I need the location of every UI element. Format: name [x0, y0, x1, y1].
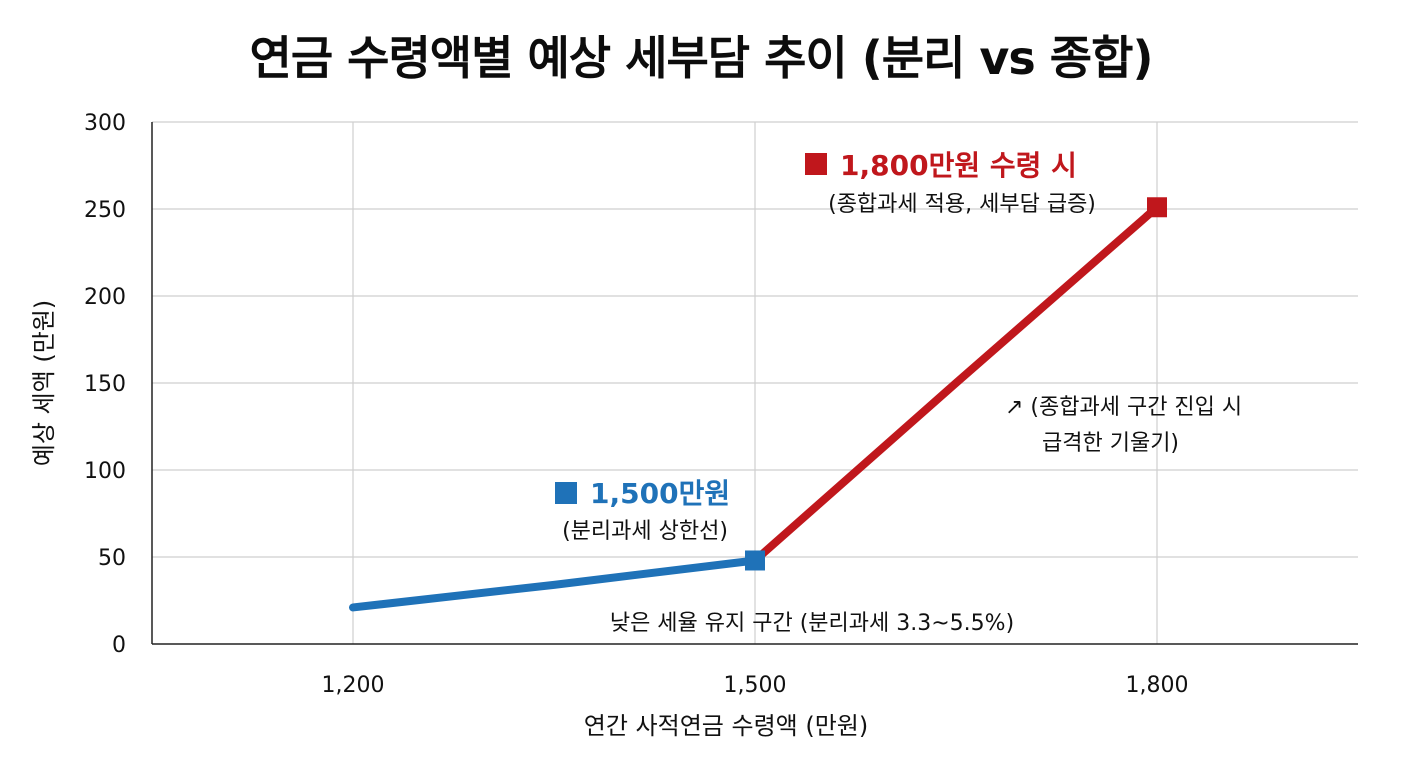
y-tick-label: 50	[98, 546, 126, 571]
annotation-1500: 1,500만원 (분리과세 상한선)	[555, 477, 730, 544]
point-markers	[745, 197, 1167, 571]
y-tick-label: 300	[84, 111, 126, 136]
annotation-1800-subtitle: (종합과세 적용, 세부담 급증)	[828, 192, 1096, 217]
x-tick-label: 1,500	[724, 673, 787, 698]
annotation-1800: 1,800만원 수령 시 (종합과세 적용, 세부담 급증)	[805, 149, 1096, 217]
y-axis-label: 예상 세액 (만원)	[30, 300, 58, 466]
y-tick-label: 250	[84, 198, 126, 223]
series-lines	[349, 203, 1161, 612]
x-tick-label: 1,800	[1126, 673, 1189, 698]
data-point-marker-0	[745, 550, 765, 571]
x-tick-label: 1,200	[322, 673, 385, 698]
data-point-marker-1	[1147, 197, 1167, 218]
y-tick-label: 0	[112, 633, 126, 658]
axes	[151, 122, 1358, 645]
annotation-1500-title: 1,500만원	[590, 477, 730, 510]
series-line-1	[751, 203, 1161, 565]
annotation-1500-subtitle: (분리과세 상한선)	[562, 519, 728, 544]
annotation-slope: ↗ (종합과세 구간 진입 시 급격한 기울기)	[1005, 395, 1242, 456]
y-tick-label: 150	[84, 372, 126, 397]
chart-title: 연금 수령액별 예상 세부담 추이 (분리 vs 종합)	[249, 31, 1154, 85]
annotation-slope-line1: ↗ (종합과세 구간 진입 시	[1005, 395, 1242, 420]
x-axis-label: 연간 사적연금 수령액 (만원)	[584, 712, 869, 740]
y-tick-label: 200	[84, 285, 126, 310]
annotation-low-zone: 낮은 세율 유지 구간 (분리과세 3.3~5.5%)	[610, 611, 1014, 636]
annotation-slope-line2: 급격한 기울기)	[1042, 431, 1179, 456]
series-line-0	[349, 556, 759, 612]
red-square-icon	[805, 153, 827, 175]
tick-labels: 0 50 100 150 200 250 300 1,200 1,500 1,800	[84, 111, 1188, 698]
annotation-1800-title: 1,800만원 수령 시	[840, 149, 1077, 182]
blue-square-icon	[555, 482, 577, 504]
y-tick-label: 100	[84, 459, 126, 484]
